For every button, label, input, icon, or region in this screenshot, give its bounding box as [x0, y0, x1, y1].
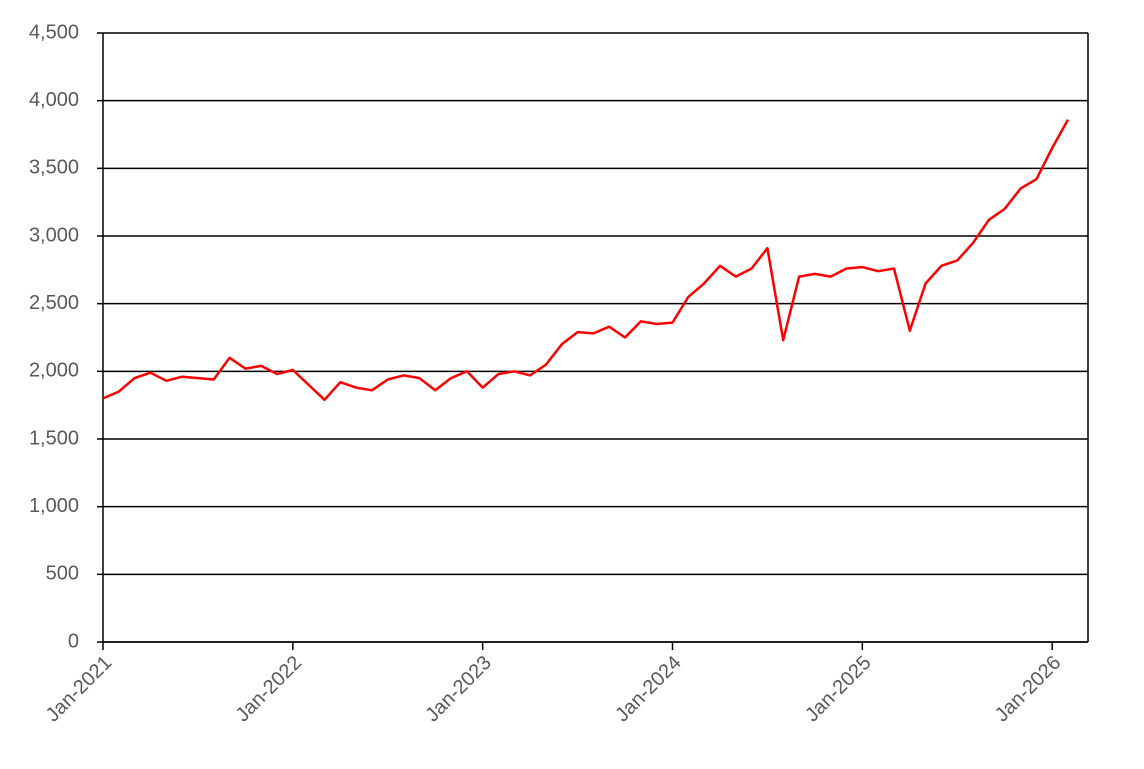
- x-tick-label: Jan-2021: [42, 652, 117, 727]
- x-tick-label: Jan-2023: [421, 652, 496, 727]
- y-tick-label: 3,000: [29, 224, 79, 246]
- y-tick-label: 4,000: [29, 89, 79, 111]
- x-tick-label: Jan-2025: [801, 652, 876, 727]
- y-tick-label: 3,500: [29, 157, 79, 179]
- y-tick-label: 2,000: [29, 360, 79, 382]
- x-tick-label: Jan-2024: [611, 652, 686, 727]
- x-tick-label: Jan-2026: [991, 652, 1066, 727]
- y-tick-label: 4,500: [29, 21, 79, 43]
- y-tick-label: 1,500: [29, 427, 79, 449]
- data-line: [102, 118, 1070, 402]
- y-tick-label: 2,500: [29, 292, 79, 314]
- x-tick-label: Jan-2022: [232, 652, 307, 727]
- y-tick-label: 1,000: [29, 495, 79, 517]
- y-tick-label: 0: [68, 630, 79, 652]
- y-tick-label: 500: [46, 563, 79, 585]
